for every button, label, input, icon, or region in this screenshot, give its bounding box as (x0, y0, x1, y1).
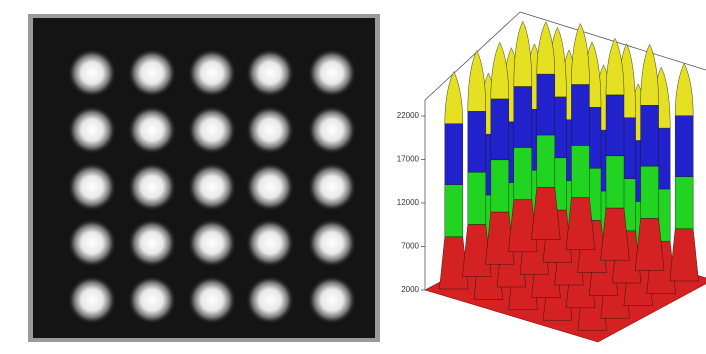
spot (246, 163, 294, 211)
peak-band (445, 185, 463, 237)
z-tick-label: 12000 (397, 198, 420, 207)
peak-band (606, 95, 624, 156)
peak-band (491, 160, 509, 212)
peak-band (571, 145, 589, 197)
spot (188, 219, 236, 267)
spot (128, 163, 176, 211)
peak-band (514, 21, 532, 86)
spot (188, 49, 236, 97)
spot (68, 219, 116, 267)
spot (128, 219, 176, 267)
spot (246, 49, 294, 97)
peak-band (514, 87, 532, 148)
spot (308, 49, 356, 97)
spot (188, 163, 236, 211)
spot (188, 106, 236, 154)
peak-band (537, 135, 555, 187)
peak-band (514, 147, 532, 199)
peak-band (537, 22, 555, 74)
spot (246, 219, 294, 267)
spot (68, 49, 116, 97)
spot (68, 276, 116, 324)
spot (308, 163, 356, 211)
peak-band (468, 172, 486, 224)
peak-band (468, 111, 486, 172)
figure: 2000 7000 12000 17000 22000 (0, 0, 706, 349)
peak-band (468, 50, 486, 111)
peak-band (641, 44, 659, 105)
spot (128, 106, 176, 154)
peak-band (445, 124, 463, 185)
spot (188, 276, 236, 324)
spot (128, 49, 176, 97)
peak-band (606, 38, 624, 95)
peak-band (641, 105, 659, 166)
z-tick-label: 22000 (397, 111, 420, 120)
peak-band (571, 85, 589, 146)
peak-band (491, 42, 509, 99)
peak-band (675, 177, 693, 229)
spot (308, 106, 356, 154)
spot (128, 276, 176, 324)
peak-band (641, 166, 659, 218)
peak-band (675, 116, 693, 177)
z-tick-label: 17000 (397, 155, 420, 164)
spot (308, 219, 356, 267)
spot (68, 106, 116, 154)
spot (246, 276, 294, 324)
spot (308, 276, 356, 324)
peak-band (675, 64, 693, 116)
surface-plot: 2000 7000 12000 17000 22000 (397, 12, 706, 342)
peak-band (537, 74, 555, 135)
z-tick-label: 2000 (401, 285, 419, 294)
spot (68, 163, 116, 211)
z-tick-label: 7000 (401, 242, 419, 251)
peak-band (670, 229, 699, 281)
peak-band (491, 99, 509, 160)
peak-band (606, 156, 624, 208)
spot (246, 106, 294, 154)
